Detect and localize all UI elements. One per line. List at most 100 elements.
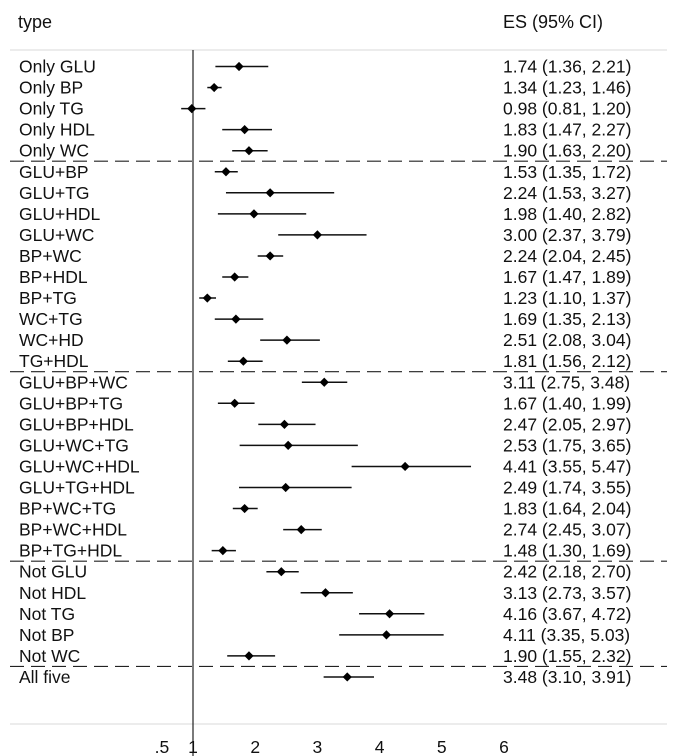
row-label: GLU+WC+TG — [19, 435, 129, 455]
row-label: BP+TG — [19, 288, 77, 308]
row-label: WC+HD — [19, 330, 84, 350]
estimate-point — [221, 167, 231, 177]
row-label: BP+WC+HDL — [19, 520, 127, 540]
row-label: Not GLU — [19, 562, 87, 582]
estimate-point — [320, 588, 331, 598]
estimate-point — [187, 104, 197, 114]
row-ci-text: 2.53 (1.75, 3.65) — [503, 435, 631, 455]
row-label: GLU+BP+TG — [19, 393, 123, 413]
header-right: ES (95% CI) — [503, 12, 603, 32]
row-label: GLU+BP+HDL — [19, 414, 134, 434]
estimate-point — [202, 293, 212, 303]
estimate-point — [281, 482, 291, 493]
row-ci-text: 1.23 (1.10, 1.37) — [503, 288, 631, 308]
row-ci-text: 1.53 (1.35, 1.72) — [503, 162, 631, 182]
row-ci-text: 1.98 (1.40, 2.82) — [503, 204, 631, 224]
estimate-point — [238, 356, 248, 366]
row-label: Only HDL — [19, 120, 95, 140]
row-label: GLU+TG+HDL — [19, 478, 135, 498]
row-label: Not TG — [19, 604, 75, 624]
row-label: Only TG — [19, 99, 84, 119]
row-ci-text: 4.16 (3.67, 4.72) — [503, 604, 631, 624]
row-label: Only BP — [19, 78, 83, 98]
x-tick-label: .5 — [155, 737, 170, 756]
estimate-point — [249, 209, 259, 219]
estimate-point — [240, 125, 250, 135]
row-ci-text: 3.13 (2.73, 3.57) — [503, 583, 631, 603]
estimate-point — [230, 272, 240, 282]
estimate-point — [312, 230, 322, 240]
row-ci-text: 1.74 (1.36, 2.21) — [503, 57, 631, 77]
estimate-point — [240, 503, 250, 514]
row-label: GLU+WC+HDL — [19, 456, 140, 476]
row-ci-text: 1.83 (1.64, 2.04) — [503, 499, 631, 519]
x-tick-label: 5 — [437, 737, 447, 756]
estimate-point — [319, 377, 329, 387]
row-ci-text: 2.47 (2.05, 2.97) — [503, 414, 631, 434]
row-ci-text: 3.00 (2.37, 3.79) — [503, 225, 631, 245]
header-left: type — [18, 12, 52, 32]
row-ci-text: 1.90 (1.63, 2.20) — [503, 141, 631, 161]
row-label: GLU+BP+WC — [19, 372, 128, 392]
estimate-point — [276, 567, 286, 577]
estimate-point — [265, 251, 275, 261]
row-label: GLU+TG — [19, 183, 90, 203]
row-ci-text: 2.42 (2.18, 2.70) — [503, 562, 631, 582]
row-label: BP+WC — [19, 246, 82, 266]
row-ci-text: 2.24 (1.53, 3.27) — [503, 183, 631, 203]
row-ci-text: 1.67 (1.40, 1.99) — [503, 393, 631, 413]
row-label: WC+TG — [19, 309, 83, 329]
row-label: Not BP — [19, 625, 74, 645]
row-label: BP+WC+TG — [19, 499, 116, 519]
x-tick-label: 2 — [250, 737, 260, 756]
row-label: Not WC — [19, 646, 80, 666]
estimate-point — [384, 609, 395, 619]
row-ci-text: 4.41 (3.55, 5.47) — [503, 456, 631, 476]
row-ci-text: 1.67 (1.47, 1.89) — [503, 267, 631, 287]
row-label: All five — [19, 667, 71, 687]
estimate-point — [400, 461, 410, 472]
row-label: GLU+WC — [19, 225, 94, 245]
row-ci-text: 1.81 (1.56, 2.12) — [503, 351, 631, 371]
row-ci-text: 3.11 (2.75, 3.48) — [503, 372, 630, 392]
x-tick-label: 6 — [499, 737, 509, 756]
estimate-point — [234, 61, 244, 72]
estimate-point — [381, 630, 392, 640]
row-ci-text: 0.98 (0.81, 1.20) — [503, 99, 631, 119]
row-label: GLU+BP — [19, 162, 89, 182]
estimate-point — [230, 398, 240, 408]
estimate-point — [231, 314, 241, 324]
row-label: GLU+HDL — [19, 204, 100, 224]
row-ci-text: 4.11 (3.35, 5.03) — [503, 625, 630, 645]
estimate-point — [296, 525, 306, 535]
x-tick-label: 3 — [313, 737, 323, 756]
plot-body: Only GLU 1.74 (1.36, 2.21) Only BP 1.34 (1.… — [10, 50, 667, 756]
x-tick-label: 1 — [188, 737, 198, 756]
row-ci-text: 1.83 (1.47, 2.27) — [503, 120, 631, 140]
estimate-point — [244, 146, 254, 156]
estimate-point — [265, 188, 275, 198]
x-axis-ticks: .5 1 2 3 4 5 6 — [155, 737, 509, 756]
estimate-point — [279, 419, 290, 429]
row-label: Not HDL — [19, 583, 86, 603]
estimate-point — [218, 546, 228, 556]
row-label: Only WC — [19, 141, 89, 161]
row-ci-text: 2.24 (2.04, 2.45) — [503, 246, 631, 266]
row-ci-text: 1.69 (1.35, 2.13) — [503, 309, 631, 329]
x-tick-label: 4 — [375, 737, 385, 756]
row-label: TG+HDL — [19, 351, 89, 371]
row-ci-text: 2.51 (2.08, 3.04) — [503, 330, 631, 350]
row-label: BP+HDL — [19, 267, 88, 287]
estimate-point — [342, 672, 352, 682]
row-ci-text: 2.74 (2.45, 3.07) — [503, 520, 631, 540]
row-ci-text: 2.49 (1.74, 3.55) — [503, 478, 631, 498]
estimate-point — [244, 651, 254, 661]
row-ci-text: 1.90 (1.55, 2.32) — [503, 646, 631, 666]
row-label: BP+TG+HDL — [19, 541, 122, 561]
estimate-point — [283, 440, 293, 450]
row-ci-text: 1.48 (1.30, 1.69) — [503, 541, 631, 561]
row-label: Only GLU — [19, 57, 96, 77]
row-ci-text: 1.34 (1.23, 1.46) — [503, 78, 631, 98]
estimate-point — [209, 82, 219, 93]
